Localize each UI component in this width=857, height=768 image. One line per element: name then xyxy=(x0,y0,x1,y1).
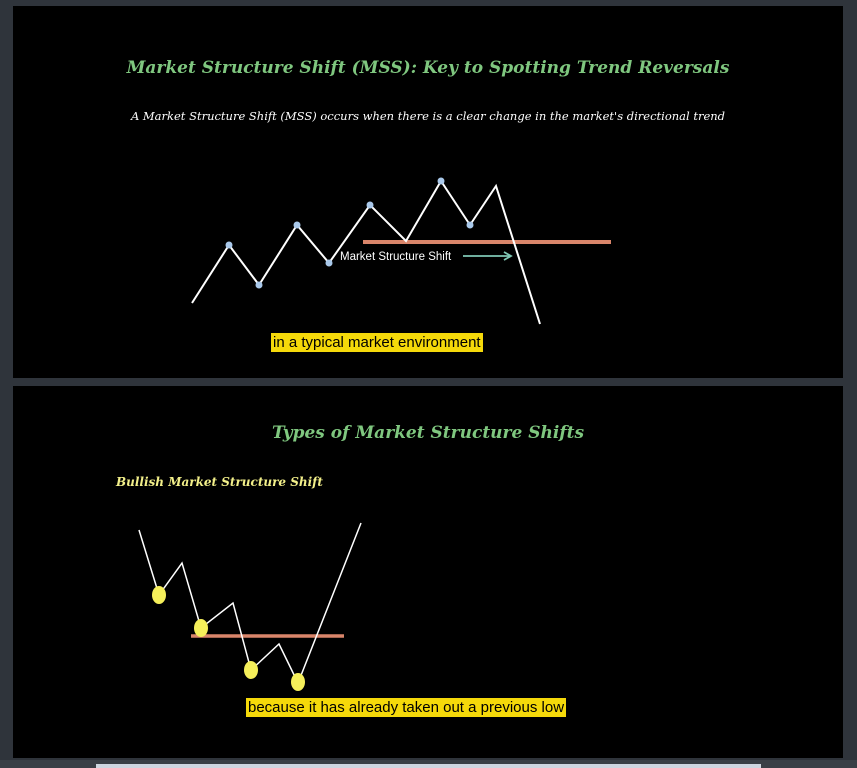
swing-point xyxy=(293,221,301,229)
swing-point xyxy=(225,241,233,249)
swing-point xyxy=(466,221,474,229)
mss-label: Market Structure Shift xyxy=(340,251,452,263)
slide-2: Types of Market Structure Shifts Bullish… xyxy=(13,386,843,758)
slide-2-title: Types of Market Structure Shifts xyxy=(271,423,585,443)
swing-low-point xyxy=(152,586,166,604)
swing-point xyxy=(255,281,263,289)
slide-1-title: Market Structure Shift (MSS): Key to Spo… xyxy=(126,58,730,78)
slide-1: Market Structure Shift (MSS): Key to Spo… xyxy=(13,6,843,378)
swing-point xyxy=(325,259,333,267)
swing-point xyxy=(366,201,374,209)
mss-diagram: Market Structure Shift xyxy=(191,177,611,325)
slide-2-caption: because it has already taken out a previ… xyxy=(246,698,567,717)
swing-low-point xyxy=(291,673,305,691)
scrollbar-thumb[interactable] xyxy=(96,764,761,768)
price-line xyxy=(138,522,362,685)
swing-low-point xyxy=(194,619,208,637)
shift-arrow-head xyxy=(503,251,513,261)
swing-point xyxy=(437,177,445,185)
slide-1-caption: in a typical market environment xyxy=(271,333,483,352)
bullish-mss-label: Bullish Market Structure Shift xyxy=(116,475,323,489)
slide-1-subtitle: A Market Structure Shift (MSS) occurs wh… xyxy=(130,109,726,123)
swing-low-point xyxy=(244,661,258,679)
bullish-mss-diagram xyxy=(138,522,362,691)
